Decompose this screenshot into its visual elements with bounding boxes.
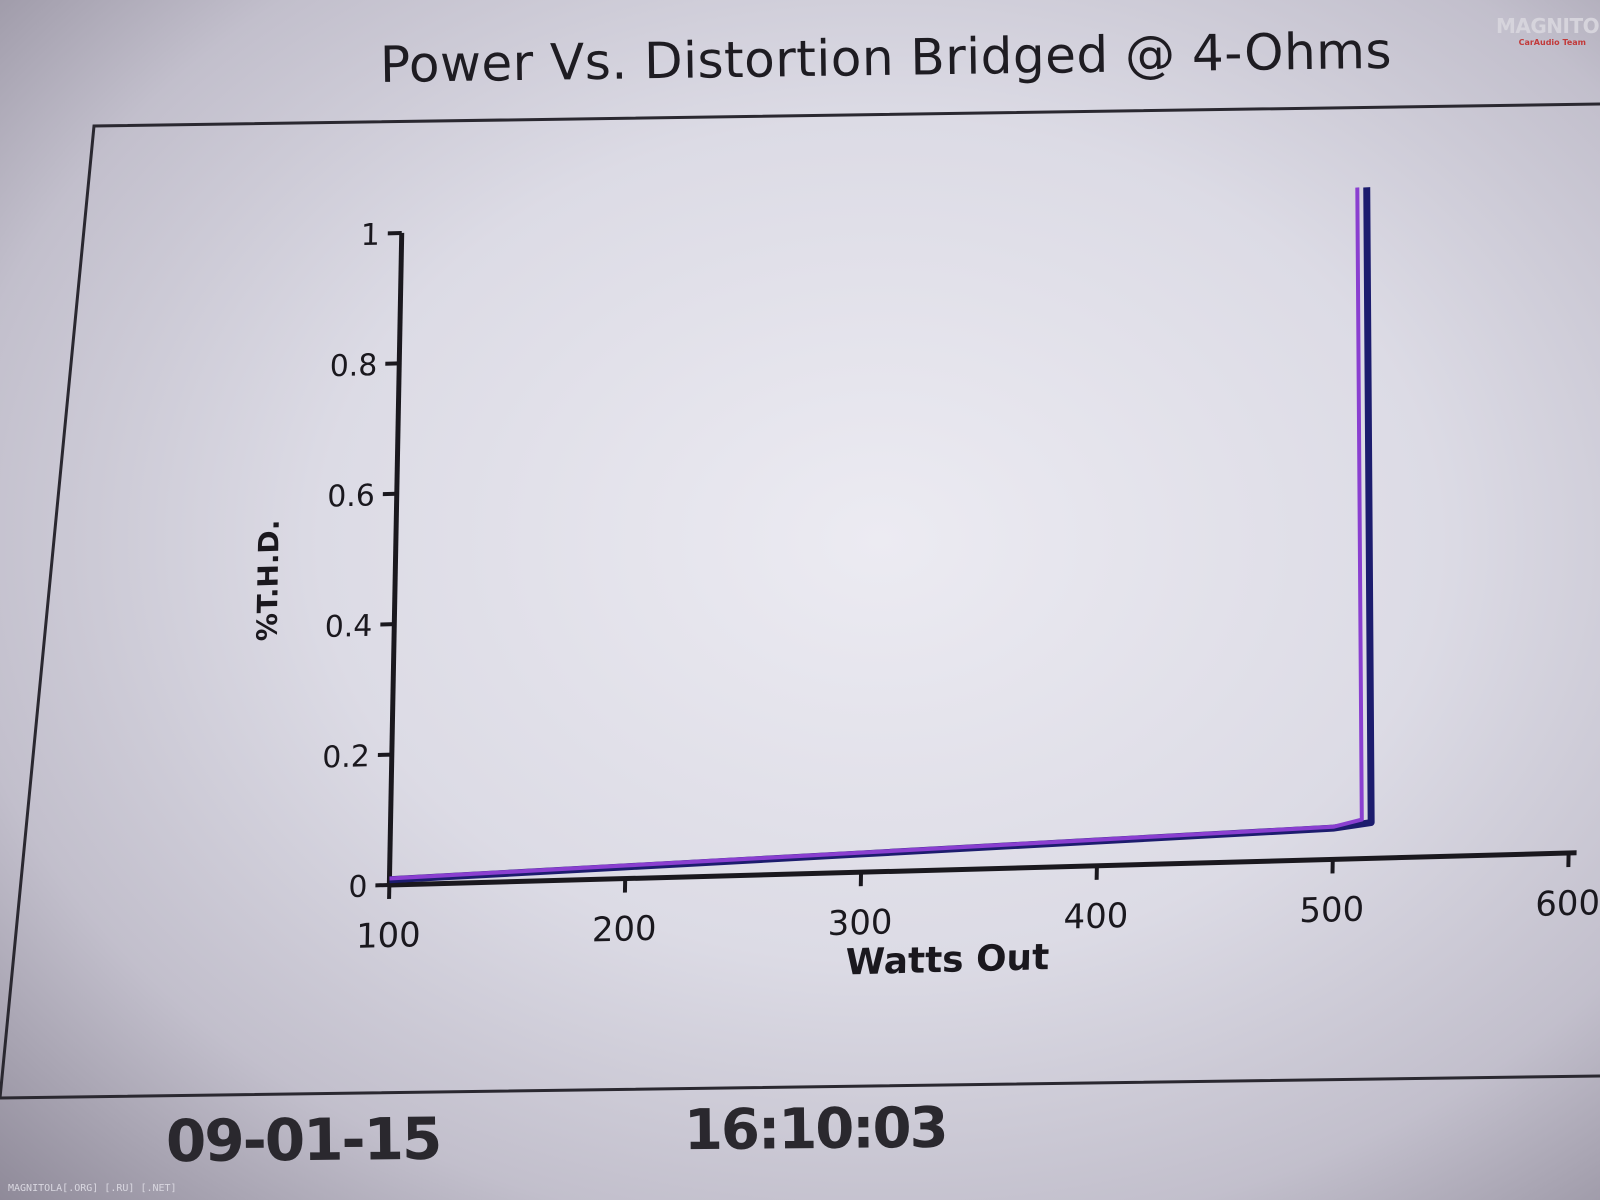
frame-border: [0, 102, 1600, 1100]
y-tick-label: 1: [360, 218, 380, 254]
y-axis-label: %T.H.D.: [251, 519, 286, 641]
y-tick-label: 0: [348, 870, 368, 906]
series-line-1: [389, 187, 1364, 881]
x-tick-label: 300: [827, 902, 892, 944]
x-tick-label: 500: [1299, 889, 1364, 931]
x-tick-label: 200: [592, 909, 657, 951]
x-tick-label: 400: [1063, 896, 1128, 938]
logo-subtext: CarAudio Team: [1518, 38, 1586, 47]
watermark-text: MAGNITOLA[.ORG] [.RU] [.NET]: [8, 1183, 177, 1194]
x-axis-label: Watts Out: [845, 937, 1049, 984]
brand-logo: MAGNITOLA CarAudio Team: [1496, 14, 1600, 54]
logo-text: MAGNITOLA: [1496, 14, 1600, 38]
chart-plot-group: 0 0.2 0.4 0.6 0.8 1 100 200 300 400 500 600 Watts Ou…: [251, 187, 1600, 984]
y-tick-label: 0.8: [329, 348, 377, 384]
y-tick-label: 0.2: [322, 739, 370, 775]
footer-time: 16:10:03: [683, 1095, 947, 1164]
x-axis-line: [389, 850, 1577, 888]
y-tick-label: 0.6: [327, 478, 375, 514]
x-tick-label: 600: [1535, 883, 1600, 925]
footer-date: 09-01-15: [165, 1104, 441, 1176]
y-tick-label: 0.4: [325, 609, 373, 645]
y-axis-line: [386, 232, 405, 886]
x-tick-label: 100: [356, 915, 421, 957]
series-line-2: [389, 187, 1375, 884]
